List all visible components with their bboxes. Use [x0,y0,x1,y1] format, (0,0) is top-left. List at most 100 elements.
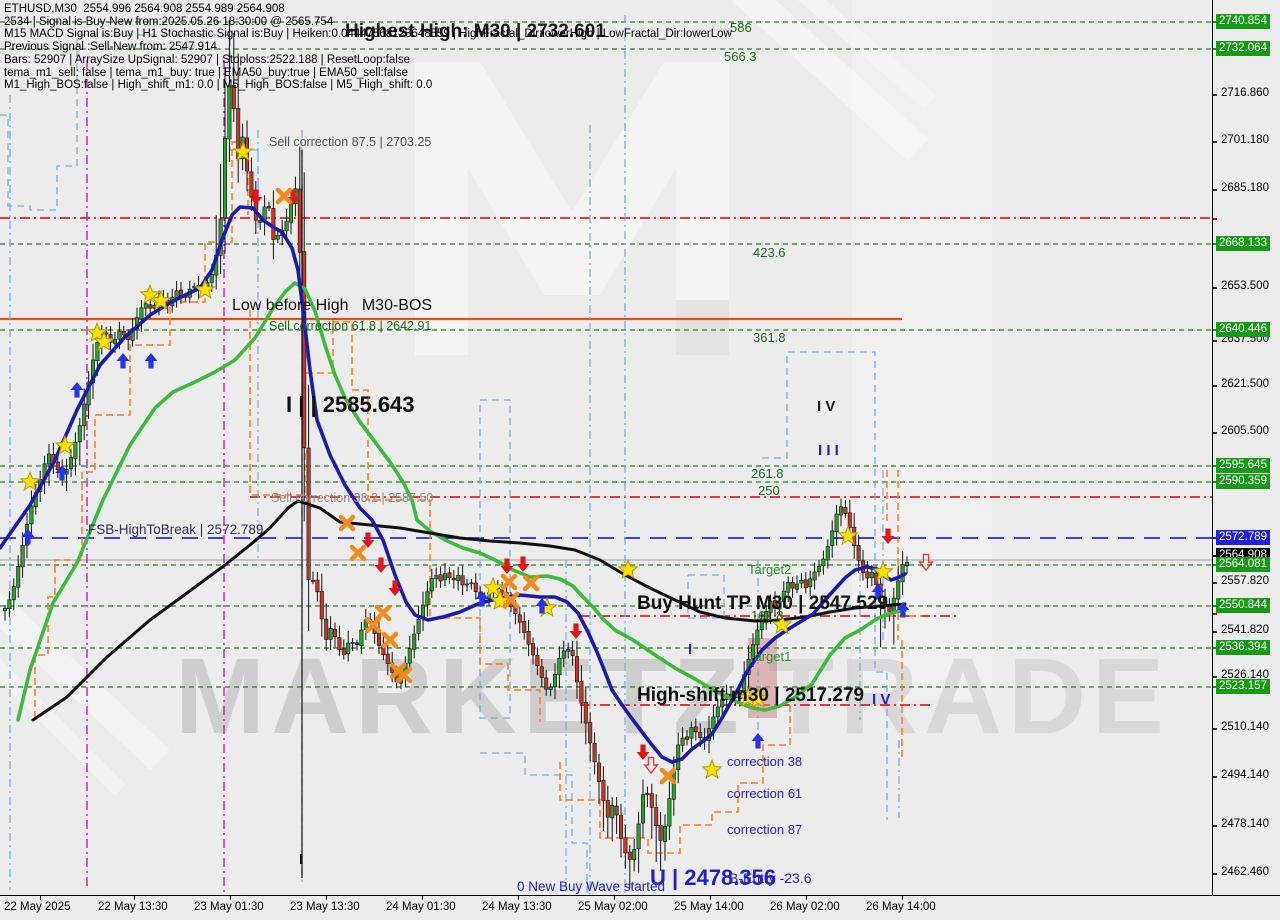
star-marker [93,330,115,352]
star-marker [837,524,859,546]
sell-arrow-hollow [643,756,659,775]
price-badge: 2564.081 [1216,557,1270,572]
price-label: 2605.500 [1221,425,1269,437]
price-label: 2478.140 [1221,818,1269,830]
info-line-5: Bars: 52907 | ArraySize UpSignal: 52907 … [4,53,410,66]
info-line-7: M1_High_BOS:false | High_shift_m1: 0.0 |… [4,79,433,92]
info-line-6: tema_m1_sell: false | tema_m1_buy: true … [4,66,408,79]
chart-canvas[interactable]: MARKETZ TRADE [0,0,1212,895]
info-line-3: M15 MACD Signal is:Buy | H1 Stochastic S… [4,28,732,41]
axis-tick [518,896,519,900]
buy-arrow [116,353,130,369]
axis-tick [230,896,231,900]
buy-arrow [475,591,489,607]
axis-tick [1213,189,1217,191]
price-badge: 2640.446 [1216,322,1270,337]
sell-arrow [500,558,514,574]
axis-tick [1213,564,1217,566]
info-line-4: Previous Signal :Sell-New from: 2547.914 [4,41,217,54]
sell-arrow [374,557,388,573]
ma-navy [0,205,907,764]
axis-tick [1213,555,1217,557]
sell-arrow [516,556,530,572]
axis-tick [710,896,711,900]
star-marker [86,321,108,343]
axis-tick [1213,582,1217,584]
buy-arrow [70,382,84,398]
star-marker [701,758,723,780]
price-badge: 2590.359 [1216,474,1270,489]
star-marker [482,576,504,598]
star-marker [872,560,894,582]
axis-tick [1213,605,1217,607]
price-label: 2653.500 [1221,280,1269,292]
buy-arrow [55,465,69,481]
sell-arrow [569,623,583,639]
price-badge: 2740.854 [1216,14,1270,29]
ma-black [31,499,907,722]
buy-arrow [535,598,549,614]
price-label: 2685.180 [1221,182,1269,194]
price-badge: 2523.157 [1216,679,1270,694]
sell-arrow [636,744,650,760]
price-badge: 2550.844 [1216,598,1270,613]
time-label: 22 May 2025 [4,901,71,913]
signal-markers [19,140,934,785]
axis-tick [1213,776,1217,778]
axis-tick [902,896,903,900]
sell-arrow [249,189,263,205]
axis-tick [134,896,135,900]
price-badge: 2536.394 [1216,640,1270,655]
axis-tick [1213,141,1217,143]
price-label: 2526.140 [1221,669,1269,681]
axis-tick [1213,465,1217,467]
axis-tick [1213,21,1217,23]
ma-green [16,281,907,722]
price-badge: 2668.133 [1216,236,1270,251]
axis-tick [326,896,327,900]
axis-tick [1213,243,1217,245]
star-marker [232,140,254,162]
star-marker [771,613,793,635]
indicator-info-panel: ETHUSD,M30 2554.996 2564.908 2554.989 25… [4,3,732,92]
star-marker [19,470,41,492]
axis-tick [1213,631,1217,633]
time-label: 24 May 13:30 [482,901,552,913]
axis-tick [1213,385,1217,387]
price-label: 2494.140 [1221,769,1269,781]
axis-tick [1213,432,1217,434]
sell-arrow-hollow [918,553,934,572]
info-line-2: 2534 | Signal is Buy-New from:2025.05.26… [4,15,334,28]
time-axis[interactable]: 22 May 2025 22 May 13:30 23 May 01:30 23 Ma… [0,895,1280,920]
axis-tick [40,896,41,900]
info-line-1: ETHUSD,M30 2554.996 2564.908 2554.989 25… [4,3,285,15]
time-label: 23 May 01:30 [194,901,264,913]
price-axis[interactable]: 2564.908 2716.860 2701.180 2685.180 2653.500… [1212,0,1280,895]
axis-tick [806,896,807,900]
axis-tick [1213,94,1217,96]
sell-arrow [361,532,375,548]
price-badge: 2732.064 [1216,41,1270,56]
star-marker [150,289,172,311]
axis-tick [1213,728,1217,730]
time-label: 23 May 13:30 [290,901,360,913]
time-label: 25 May 02:00 [578,901,648,913]
price-badge: 2572.789 [1216,530,1270,545]
buy-arrow [751,733,765,749]
price-label: 2462.460 [1221,866,1269,878]
moving-averages [0,205,907,764]
buy-arrow [896,602,910,618]
watermark: MARKETZ TRADE [0,0,1164,790]
axis-tick [1213,481,1217,483]
star-marker [747,687,769,709]
buy-arrow [21,529,35,545]
axis-tick [1213,287,1217,289]
star-marker [54,434,76,456]
price-label: 2716.860 [1221,87,1269,99]
price-label: 2510.140 [1221,721,1269,733]
time-label: 24 May 01:30 [386,901,456,913]
axis-tick [1213,340,1217,342]
price-badge: 2595.645 [1216,458,1270,473]
axis-tick [1213,686,1217,688]
